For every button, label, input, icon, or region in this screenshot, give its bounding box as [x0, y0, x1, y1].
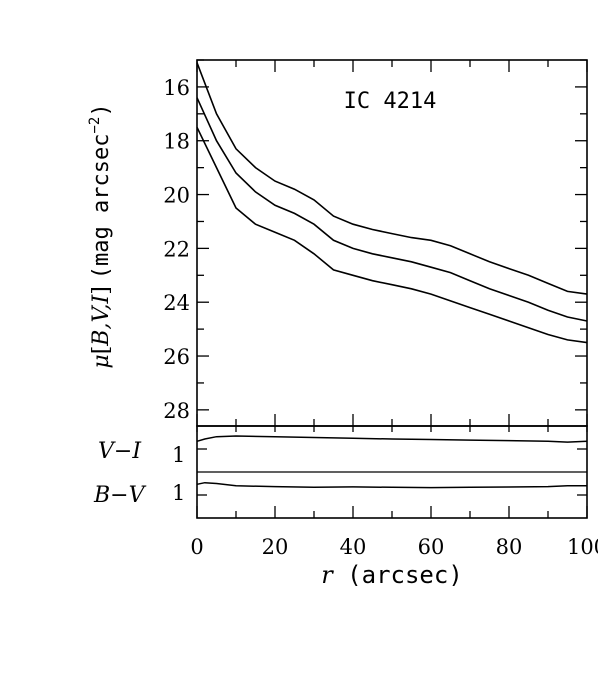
- surface-brightness-line: [197, 127, 587, 342]
- color-profile-line: [197, 436, 587, 442]
- row-value-b-v: 1: [172, 481, 185, 505]
- main-plot-frame: [197, 60, 587, 426]
- y-axis-label: μ[B,V,I] (mag arcsec−2): [87, 103, 114, 368]
- y-tick-label: 18: [163, 130, 190, 154]
- y-tick-label: 22: [163, 237, 190, 261]
- surface-brightness-line: [197, 98, 587, 321]
- x-tick-label: 40: [340, 535, 367, 559]
- tick-marks: [197, 60, 587, 518]
- row-label-v-i: V−I: [98, 439, 142, 464]
- y-tick-label: 26: [163, 345, 190, 369]
- color-profile-series: [197, 436, 587, 488]
- x-tick-label: 60: [418, 535, 445, 559]
- row-value-v-i: 1: [172, 443, 185, 467]
- x-tick-label: 20: [262, 535, 289, 559]
- x-axis-label: r (arcsec): [321, 561, 463, 589]
- chart-title: IC 4214: [344, 89, 437, 114]
- x-tick-label: 100: [567, 535, 598, 559]
- y-tick-label: 28: [163, 399, 190, 423]
- row-label-b-v: B−V: [93, 483, 147, 508]
- color-profile-line: [197, 483, 587, 488]
- x-tick-labels: 0 20 40 60 80 100: [190, 535, 598, 559]
- y-tick-label: 20: [163, 184, 190, 208]
- y-tick-labels: 16 18 20 22 24 26 28: [163, 76, 190, 423]
- x-tick-label: 0: [190, 535, 203, 559]
- y-tick-label: 24: [163, 291, 190, 315]
- y-tick-label: 16: [163, 76, 190, 100]
- x-tick-label: 80: [496, 535, 523, 559]
